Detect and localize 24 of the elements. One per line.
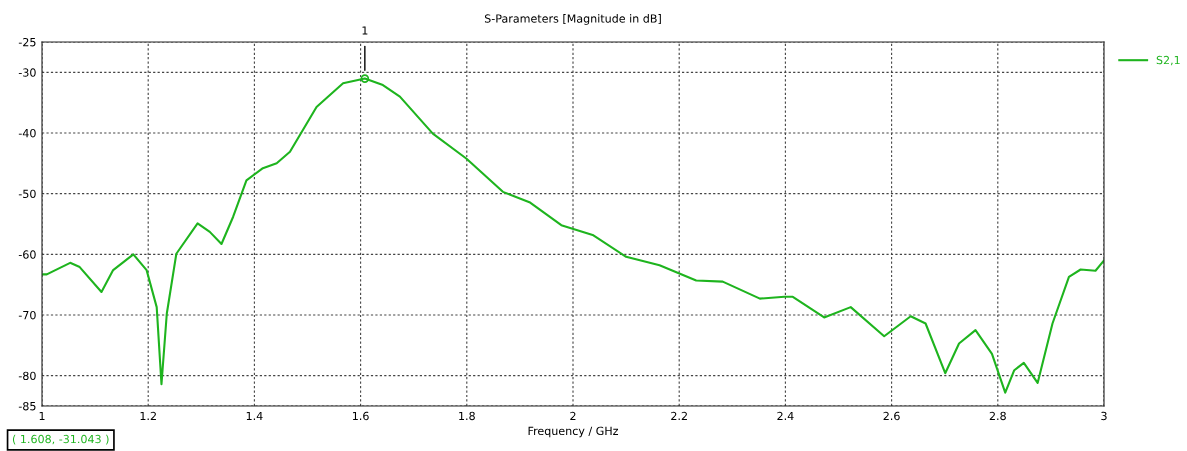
text: ( 1.608, -31.043 ) <box>12 434 109 445</box>
y-tick-label: -25 <box>18 37 36 47</box>
x-tick-label: 1.2 <box>140 411 156 420</box>
x-tick-label: 2.4 <box>777 411 794 420</box>
x-tick-label: 3 <box>1101 411 1107 421</box>
y-tick-label: -85 <box>18 401 36 411</box>
x-tick-label: 2 <box>570 411 576 420</box>
x-tick-label: 1.4 <box>246 411 263 420</box>
x-axis-title: Frequency / GHz <box>528 426 619 438</box>
y-tick-label: -60 <box>18 250 36 259</box>
y-tick-label: -80 <box>18 371 36 381</box>
x-tick-label: 2.6 <box>883 411 900 421</box>
y-tick-label: -40 <box>18 128 36 138</box>
y-tick-label: -30 <box>18 68 36 77</box>
x-tick-label: 2.8 <box>989 411 1006 421</box>
chart-title: S-Parameters [Magnitude in dB] <box>484 14 661 25</box>
x-tick-label: 2.2 <box>671 411 687 420</box>
x-tick-label: 1 <box>39 411 45 420</box>
y-tick-label: -70 <box>18 310 36 320</box>
legend-label: S2,1 <box>1156 55 1180 66</box>
x-tick-label: 1.8 <box>459 411 475 421</box>
annotation: 1 <box>362 26 368 35</box>
x-tick-label: 1.6 <box>352 411 369 421</box>
y-tick-label: -50 <box>18 189 36 199</box>
